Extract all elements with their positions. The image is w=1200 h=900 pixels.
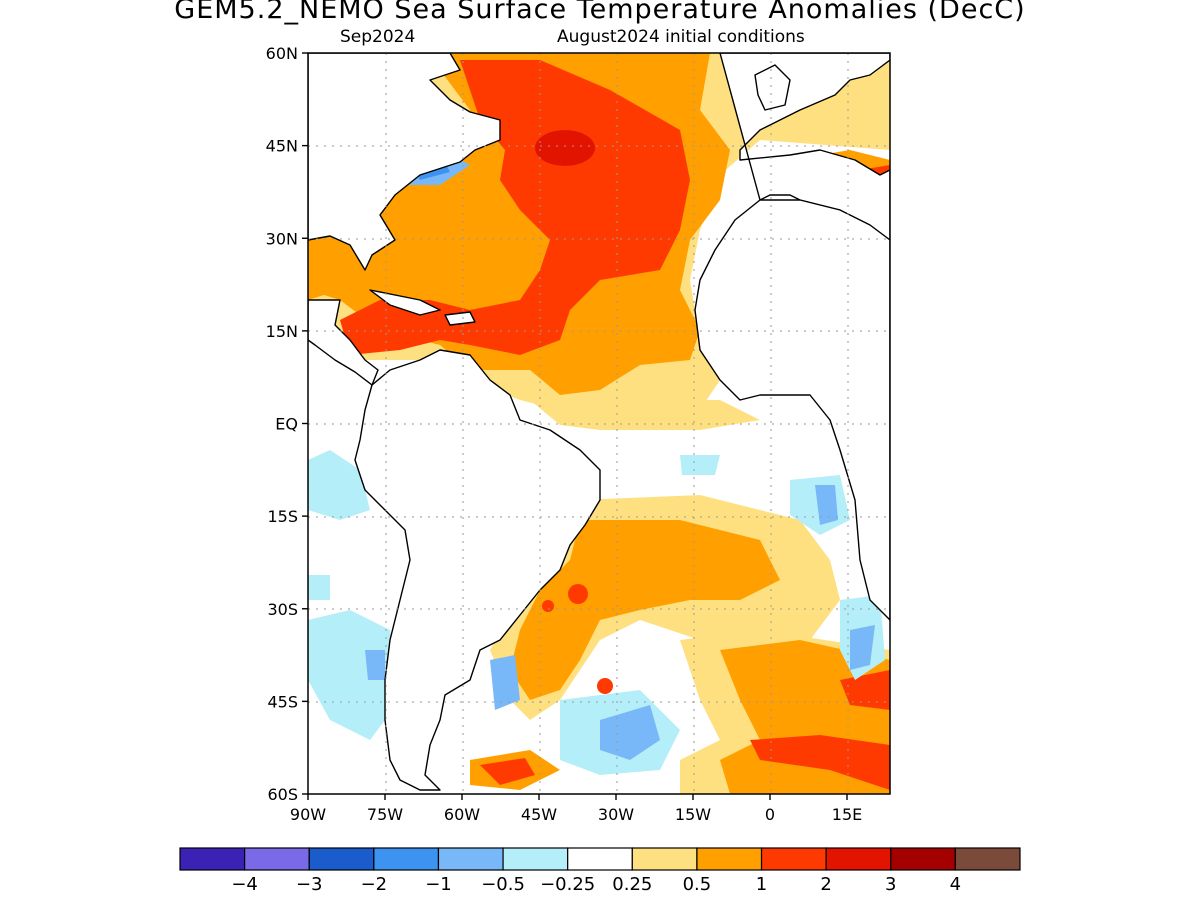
land-masses (308, 53, 890, 791)
lon-tick-label: 0 (765, 805, 775, 824)
lon-tick-label: 60W (444, 805, 480, 824)
lat-tick-label: 60N (266, 44, 298, 63)
uk-land (754, 64, 791, 111)
colorbar-swatch (373, 847, 440, 871)
colorbar-swatch (696, 847, 763, 871)
colorbar-label: −3 (296, 874, 323, 895)
colorbar-label: −4 (231, 874, 258, 895)
colorbar-label: 3 (885, 874, 896, 895)
colorbar-label: −2 (361, 874, 388, 895)
colorbar-label: 1 (756, 874, 767, 895)
colorbar-label: −1 (425, 874, 452, 895)
lat-tick-label: 60S (267, 785, 298, 804)
anomaly-1-south-atlantic (510, 520, 780, 700)
colorbar-swatch (567, 847, 633, 871)
lat-tick-label: 45N (266, 137, 298, 156)
colorbar-swatch (890, 847, 956, 871)
colorbar-swatch (760, 847, 827, 871)
map-title: GEM5.2_NEMO Sea Surface Temperature Anom… (174, 0, 1026, 25)
cuba-land (369, 289, 441, 316)
lon-tick-label: 45W (521, 805, 557, 824)
colorbar-label: −0.25 (540, 874, 595, 895)
colorbar-swatch (502, 847, 569, 871)
initial-conditions-label: August2024 initial conditions (557, 27, 805, 47)
colorbar-label: 0.25 (612, 874, 652, 895)
latitude-axis: 60N 45N 30N 15N EQ 15S 30S 45S 60S (266, 44, 308, 804)
colorbar-label: 0.5 (683, 874, 712, 895)
colorbar-swatch (437, 847, 504, 871)
lon-tick-label: 90W (290, 805, 326, 824)
lon-tick-label: 15W (675, 805, 711, 824)
anomaly-3-core (535, 130, 595, 166)
africa-land (694, 199, 890, 621)
lat-tick-label: 30S (267, 600, 298, 619)
lat-tick-label: 15S (267, 507, 298, 526)
south-america-land (354, 349, 601, 791)
colorbar-swatch (954, 847, 1021, 871)
lat-tick-label: 30N (266, 229, 298, 248)
colorbar-swatch (308, 847, 375, 871)
lat-tick-label: EQ (275, 415, 298, 434)
colorbar-legend: −4 −3 −2 −1 −0.5 −0.25 0.25 0.5 1 2 3 4 (179, 847, 1021, 895)
colorbar-label: −0.5 (481, 874, 525, 895)
lon-tick-label: 75W (367, 805, 403, 824)
hispaniola-land (444, 311, 476, 326)
north-america-land (308, 53, 501, 271)
graticule (308, 53, 890, 794)
lon-tick-label: 30W (598, 805, 634, 824)
lon-tick-label: 15E (832, 805, 862, 824)
forecast-month: Sep2024 (340, 27, 416, 47)
colorbar-swatch (825, 847, 892, 871)
colorbar-label: 2 (820, 874, 831, 895)
longitude-axis: 90W 75W 60W 45W 30W 15W 0 15E (290, 794, 862, 824)
anomaly-2-north-atlantic-core (340, 60, 690, 355)
colorbar-swatch (244, 847, 310, 871)
colorbar-swatch (179, 847, 246, 871)
colorbar-swatch (631, 847, 698, 871)
central-america-land (308, 299, 379, 386)
lat-tick-label: 45S (267, 692, 298, 711)
colorbar-label: 4 (950, 874, 961, 895)
lat-tick-label: 15N (266, 322, 298, 341)
